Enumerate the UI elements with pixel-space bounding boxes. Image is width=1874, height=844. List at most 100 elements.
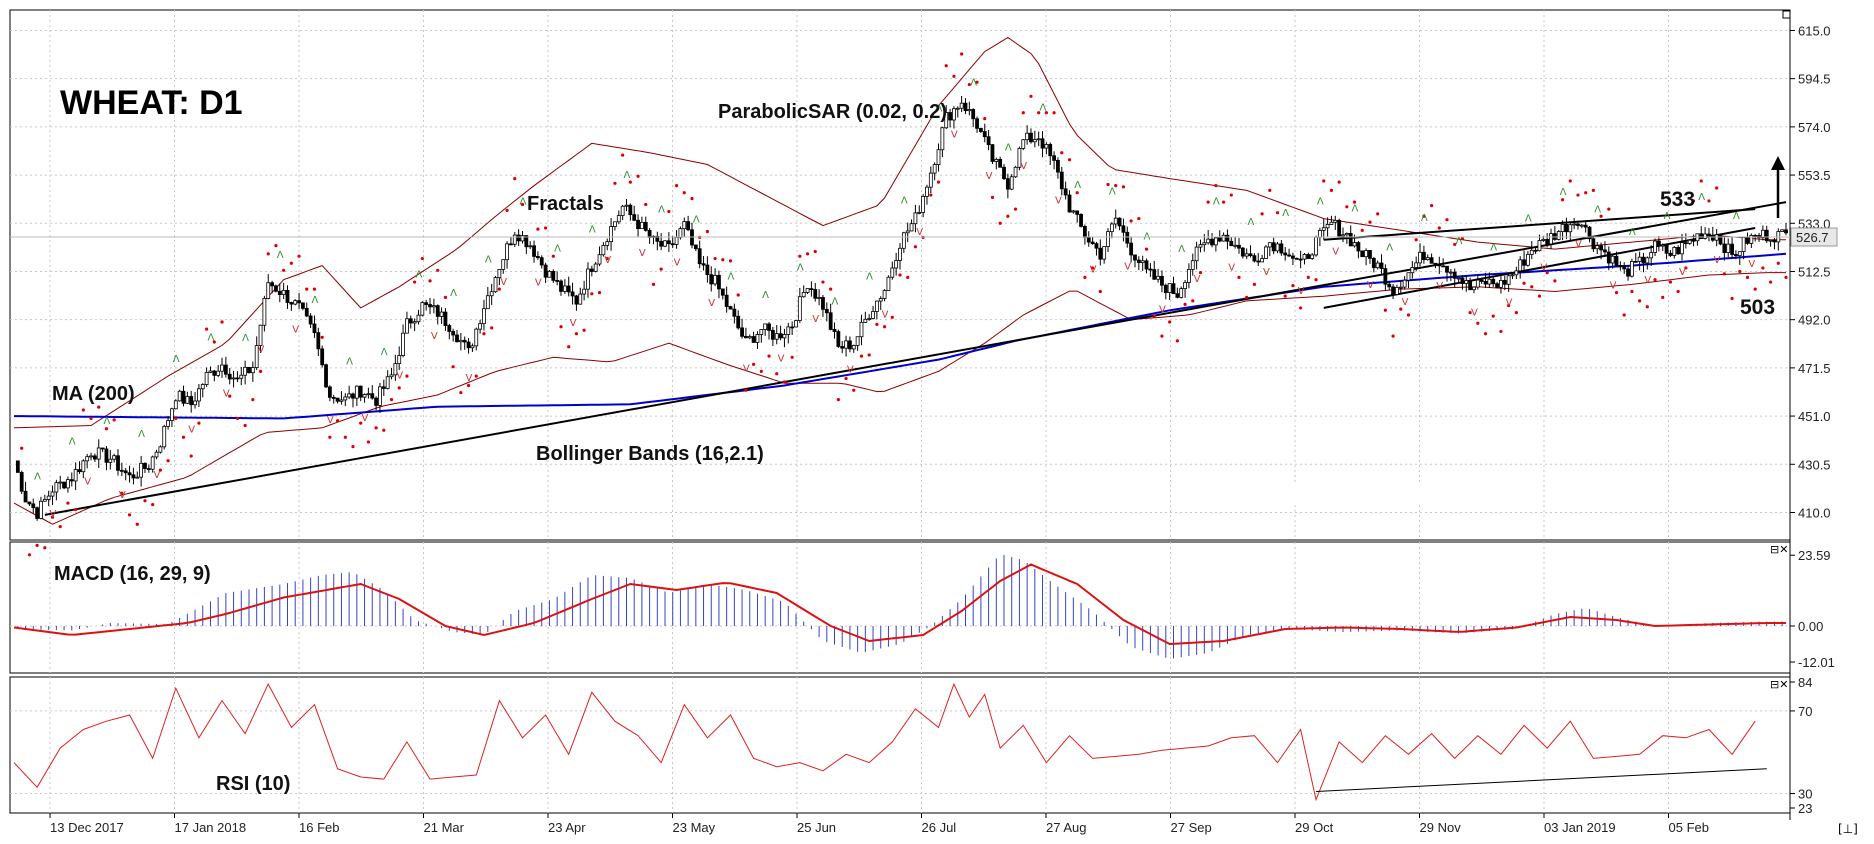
fractal-down-icon: V (396, 370, 403, 381)
sar-dot (451, 365, 455, 369)
candle-body (1579, 224, 1584, 227)
candle-body (131, 474, 136, 479)
candle-body (1040, 138, 1045, 149)
sar-dot (351, 445, 355, 449)
sar-dot (428, 279, 432, 283)
candle-body (578, 293, 583, 305)
sar-dot (1391, 334, 1395, 338)
candle-body (1152, 269, 1157, 280)
sar-dot (89, 416, 93, 421)
candle-body (747, 336, 752, 339)
fractal-up-icon: Λ (69, 436, 76, 447)
candle-body (220, 364, 224, 372)
sar-dot (1422, 214, 1426, 218)
candle-body (1013, 166, 1018, 178)
candle-body (913, 212, 918, 225)
fractal-down-icon: V (778, 353, 785, 364)
candle-body (104, 448, 109, 463)
fractal-down-icon: V (431, 331, 438, 342)
candle-body (1722, 243, 1727, 254)
candle-body (1506, 275, 1511, 285)
sar-dot (844, 376, 848, 381)
fractal-up-icon: Λ (1456, 236, 1463, 247)
candle-body (566, 285, 571, 293)
sar-dot (1399, 307, 1403, 311)
fractal-up-icon: Λ (1490, 242, 1497, 253)
candle-body (1175, 293, 1180, 298)
sar-dot (1106, 182, 1110, 187)
candle-body (166, 420, 170, 427)
candle-body (458, 339, 463, 343)
candle-body (1549, 233, 1553, 245)
candle-body (1745, 237, 1750, 244)
sar-dot (243, 423, 247, 428)
sar-dot (1360, 228, 1364, 232)
candle-body (932, 164, 937, 174)
candle-body (559, 280, 563, 292)
candle-body (751, 336, 756, 343)
candle-body (212, 370, 217, 376)
candle-body (678, 228, 683, 238)
macd-panel-buttons-icon[interactable]: ⊟✕ (1770, 543, 1788, 556)
candle-body (1683, 242, 1688, 245)
candle-body (158, 446, 163, 453)
fractal-up-icon: Λ (1074, 180, 1081, 191)
candle-body (1518, 259, 1523, 272)
sar-dot (220, 320, 224, 324)
sar-dot (505, 208, 509, 212)
sar-dot (613, 181, 617, 185)
sar-dot (713, 256, 717, 261)
sar-dot (1560, 198, 1565, 202)
candle-body (62, 481, 66, 489)
candle-body (451, 331, 456, 336)
candle-body (724, 294, 729, 307)
candle-body (123, 470, 128, 474)
candle-body (1445, 265, 1449, 273)
candle-body (1734, 254, 1738, 257)
candle-body (258, 324, 263, 347)
candle-body (1398, 286, 1403, 289)
candle-body (543, 264, 548, 278)
sar-dot (667, 209, 671, 214)
candle-body (250, 367, 255, 374)
candle-body (1737, 251, 1742, 257)
sar-dot (97, 405, 101, 409)
candle-body (312, 323, 317, 334)
candle-body (1707, 233, 1711, 236)
candle-body (859, 321, 864, 338)
date-tick-label: 26 Jul (922, 820, 957, 835)
fractal-down-icon: V (604, 255, 611, 266)
sar-dot (898, 273, 902, 277)
candle-body (705, 264, 710, 276)
candle-body (832, 329, 837, 332)
candle-body (73, 469, 78, 482)
candle-body (663, 240, 667, 247)
fractal-up-icon: Λ (519, 196, 526, 207)
sar-dot (1584, 191, 1588, 195)
sar-dot (50, 515, 55, 519)
candle-body (170, 408, 174, 421)
candle-body (824, 308, 829, 314)
candle-body (223, 364, 228, 375)
candle-body (66, 479, 70, 489)
candle-body (1098, 247, 1103, 260)
candlesticks (15, 96, 1788, 521)
candle-body (381, 386, 386, 389)
date-tick-label: 27 Aug (1046, 820, 1087, 835)
sar-dot (1283, 294, 1287, 298)
sar-dot (636, 174, 640, 178)
candle-body (670, 243, 675, 246)
candle-body (1059, 171, 1064, 190)
rsi-panel-buttons-icon[interactable]: ⊟✕ (1770, 678, 1788, 691)
candle-body (1468, 280, 1473, 291)
candle-body (817, 297, 822, 299)
candle-body (1410, 267, 1415, 274)
maximize-icon[interactable] (1782, 10, 1791, 19)
sar-dot (1206, 200, 1210, 204)
fractal-up-icon: Λ (728, 272, 735, 283)
date-tick-label: 23 May (673, 820, 716, 835)
fractal-down-icon: V (951, 129, 958, 140)
candle-body (1314, 236, 1318, 256)
candle-body (1217, 237, 1222, 242)
corner-menu-icon[interactable]: [⊥] (1838, 822, 1858, 836)
